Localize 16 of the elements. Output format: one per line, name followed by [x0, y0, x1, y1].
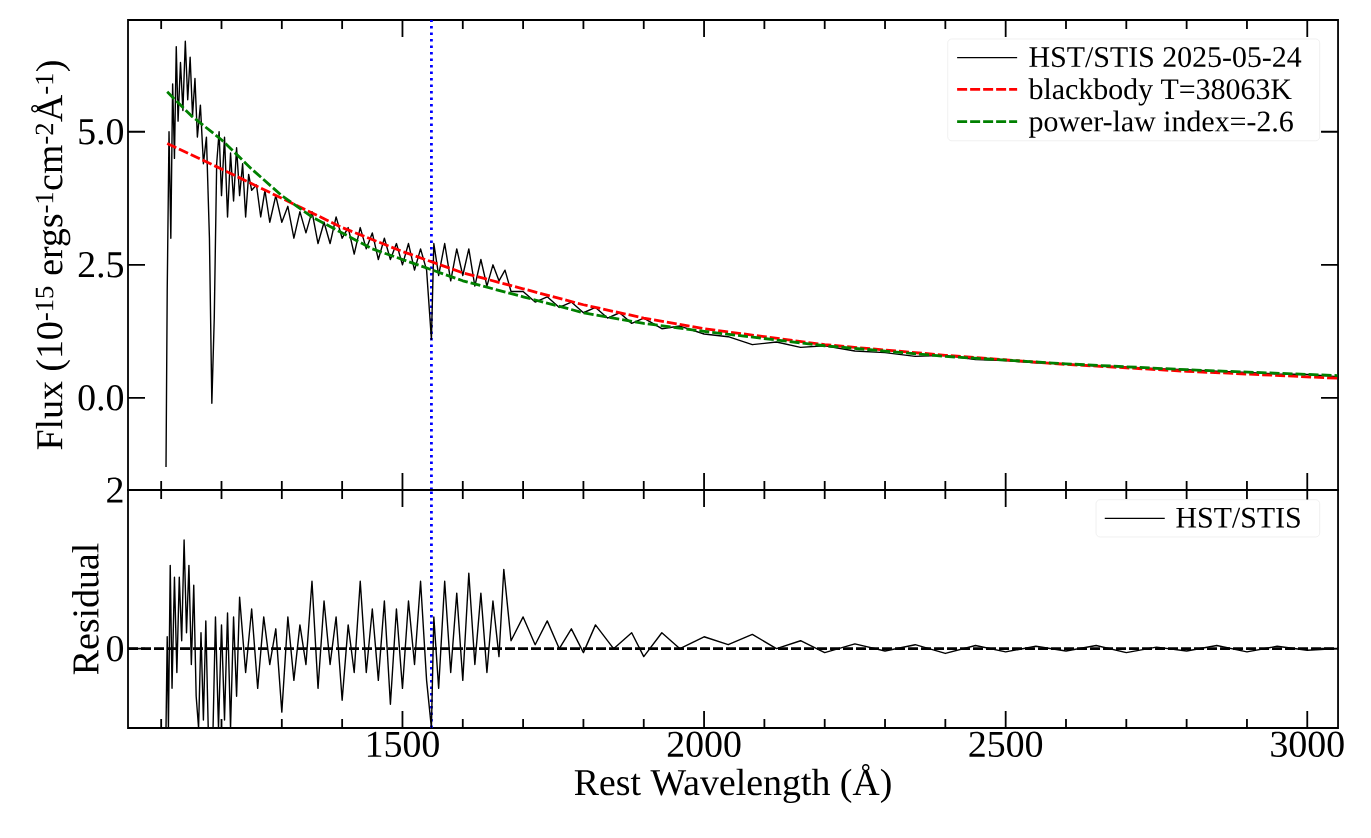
legend-label: HST/STIS [1176, 507, 1300, 528]
y-tick-label: 2.5 [78, 252, 124, 278]
y-axis-title: Residual [72, 543, 99, 675]
legend-label: HST/STIS 2025-05-24 [1029, 46, 1302, 68]
x-tick-label: 1500 [367, 731, 439, 758]
x-axis-title: Rest Wavelength (Å) [574, 763, 891, 804]
y-tick-label: 0 [106, 635, 124, 662]
y-tick-label: 2 [107, 477, 123, 503]
text: Flux (10$^{-15}$ ergs$^{-1}$cm$^{-2}$Å$^{-1}$) [31, 61, 71, 450]
x-tick-label: 2500 [969, 731, 1043, 758]
y-tick-label: 5.0 [79, 118, 124, 145]
legend-label: power-law index=-2.6 [1029, 110, 1293, 138]
legend-label: blackbody T=38063K [1028, 78, 1292, 106]
x-tick-label: 2000 [667, 731, 741, 758]
x-tick-label: 3000 [1271, 731, 1344, 758]
y-tick-label: 0.0 [78, 385, 124, 411]
